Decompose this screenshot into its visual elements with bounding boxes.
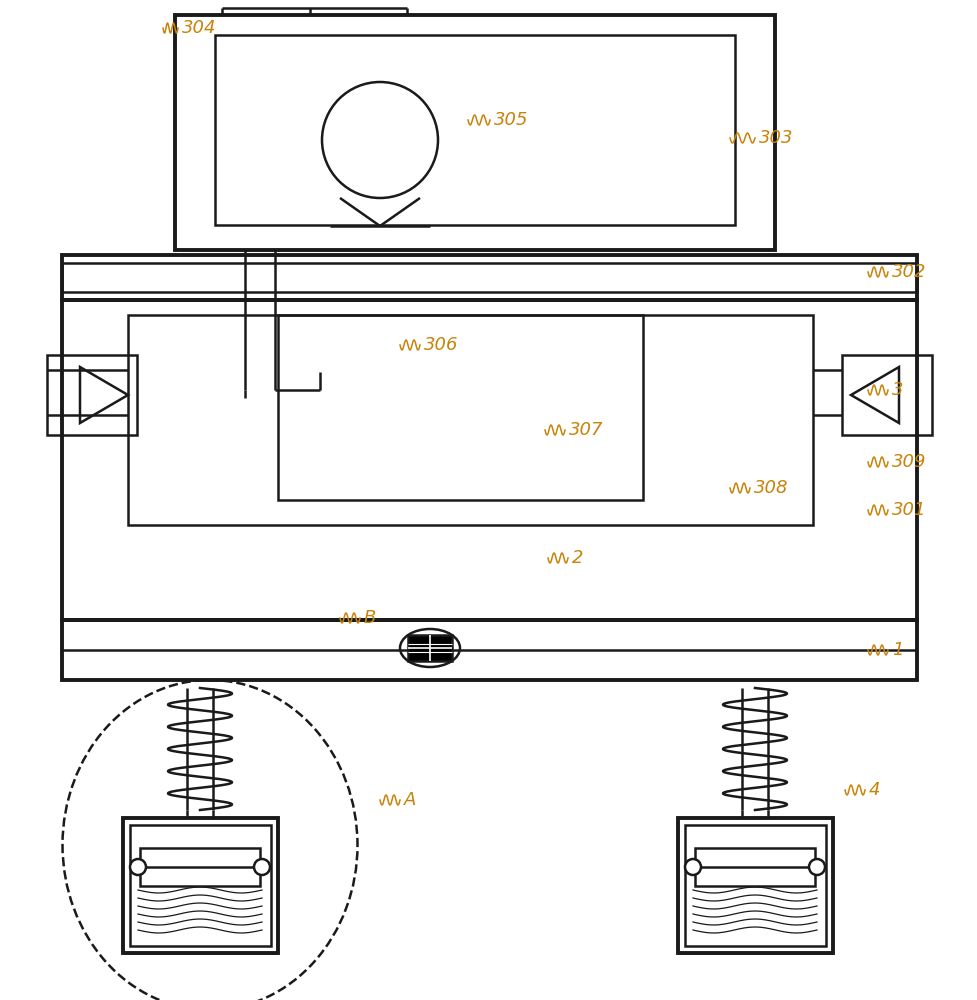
Bar — [175, 15, 775, 250]
Bar — [123, 818, 278, 953]
Bar — [678, 818, 833, 953]
Text: 303: 303 — [759, 129, 793, 147]
Circle shape — [685, 859, 701, 875]
Bar — [128, 315, 813, 525]
Text: B: B — [364, 609, 376, 627]
Bar — [62, 620, 917, 680]
Bar — [140, 848, 260, 886]
Bar — [215, 35, 735, 225]
Text: 4: 4 — [869, 781, 880, 799]
Text: 301: 301 — [892, 501, 926, 519]
Text: 2: 2 — [572, 549, 583, 567]
Text: 3: 3 — [892, 381, 904, 399]
Bar — [842, 355, 932, 435]
Bar — [685, 825, 826, 946]
Text: 308: 308 — [754, 479, 788, 497]
Bar — [47, 355, 137, 435]
Bar — [695, 848, 815, 886]
Bar — [62, 300, 917, 620]
Text: 1: 1 — [892, 641, 904, 659]
Text: 302: 302 — [892, 263, 926, 281]
Bar — [130, 825, 271, 946]
Text: 306: 306 — [424, 336, 458, 354]
Text: 307: 307 — [569, 421, 604, 439]
Circle shape — [809, 859, 825, 875]
Text: A: A — [404, 791, 416, 809]
Circle shape — [254, 859, 270, 875]
Bar — [62, 255, 917, 300]
Text: 309: 309 — [892, 453, 926, 471]
Bar — [62, 263, 917, 292]
Circle shape — [130, 859, 146, 875]
Text: 304: 304 — [182, 19, 217, 37]
Bar — [408, 635, 452, 661]
Bar — [278, 315, 643, 500]
Text: 305: 305 — [494, 111, 529, 129]
